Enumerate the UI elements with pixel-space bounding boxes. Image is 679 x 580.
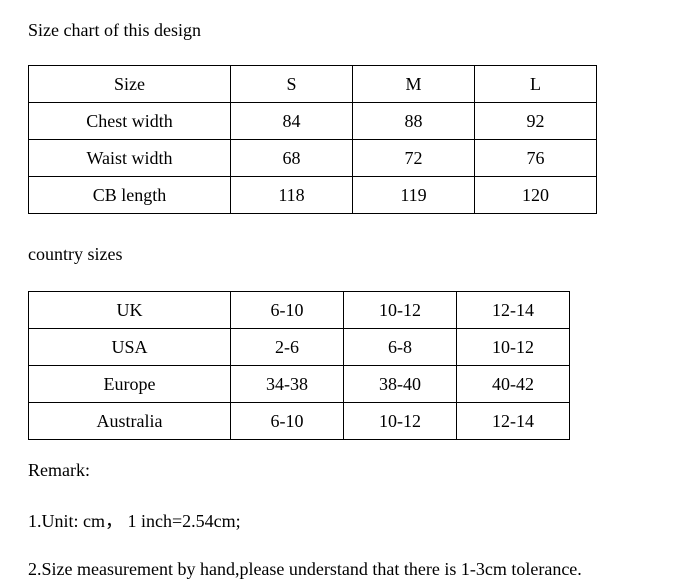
table-cell: 68 (230, 139, 353, 177)
page-title: Size chart of this design (28, 20, 201, 40)
remark-line-tolerance: 2.Size measurement by hand,please unders… (28, 559, 582, 579)
table-row: Size S M L (28, 65, 597, 103)
table-cell: 84 (230, 102, 353, 140)
table-cell: USA (28, 328, 231, 366)
table-cell: Waist width (28, 139, 231, 177)
country-size-table: UK 6-10 10-12 12-14 USA 2-6 6-8 10-12 Eu… (28, 291, 570, 440)
table-row: USA 2-6 6-8 10-12 (28, 328, 570, 366)
table-cell: 10-12 (456, 328, 570, 366)
table-cell: 2-6 (230, 328, 344, 366)
table-cell: 12-14 (456, 402, 570, 440)
table-cell: M (352, 65, 475, 103)
table-row: CB length 118 119 120 (28, 176, 597, 214)
table-cell: 10-12 (343, 402, 457, 440)
country-sizes-label: country sizes (28, 244, 123, 264)
table-cell: 40-42 (456, 365, 570, 403)
table-cell: 6-10 (230, 291, 344, 329)
table-cell: 119 (352, 176, 475, 214)
table-cell: 118 (230, 176, 353, 214)
table-cell: 38-40 (343, 365, 457, 403)
table-cell: Australia (28, 402, 231, 440)
table-row: Waist width 68 72 76 (28, 139, 597, 177)
table-row: Chest width 84 88 92 (28, 102, 597, 140)
table-cell: 10-12 (343, 291, 457, 329)
table-cell: S (230, 65, 353, 103)
table-row: Australia 6-10 10-12 12-14 (28, 402, 570, 440)
table-cell: Size (28, 65, 231, 103)
table-cell: 6-8 (343, 328, 457, 366)
size-table: Size S M L Chest width 84 88 92 Waist wi… (28, 65, 597, 214)
table-cell: 6-10 (230, 402, 344, 440)
table-row: Europe 34-38 38-40 40-42 (28, 365, 570, 403)
table-cell: L (474, 65, 597, 103)
table-cell: 88 (352, 102, 475, 140)
table-cell: 92 (474, 102, 597, 140)
table-cell: 120 (474, 176, 597, 214)
remark-line-unit: 1.Unit: cm， 1 inch=2.54cm; (28, 511, 241, 531)
table-cell: 76 (474, 139, 597, 177)
table-cell: 34-38 (230, 365, 344, 403)
table-cell: CB length (28, 176, 231, 214)
table-cell: Europe (28, 365, 231, 403)
table-cell: 72 (352, 139, 475, 177)
table-cell: Chest width (28, 102, 231, 140)
table-cell: UK (28, 291, 231, 329)
table-cell: 12-14 (456, 291, 570, 329)
remark-label: Remark: (28, 460, 90, 480)
table-row: UK 6-10 10-12 12-14 (28, 291, 570, 329)
